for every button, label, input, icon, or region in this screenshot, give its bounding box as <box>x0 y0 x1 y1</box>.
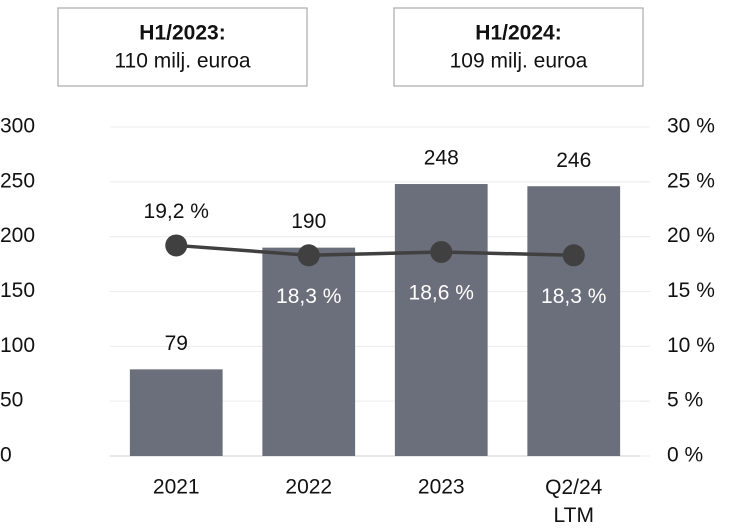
x-tick-label: 2022 <box>285 476 332 499</box>
y2-tick-label: 30 % <box>667 115 715 138</box>
bar <box>527 186 621 456</box>
line-value-label: 19,2 % <box>144 200 209 223</box>
y2-tick-label: 15 % <box>667 279 715 302</box>
bar-value-label: 79 <box>165 332 188 355</box>
bar-value-label: 248 <box>424 147 459 170</box>
y-tick-label: 200 <box>0 224 35 247</box>
line <box>176 243 574 258</box>
bar-value-label: 246 <box>556 149 591 172</box>
y2-tick-label: 10 % <box>667 334 715 357</box>
annotation-text: 109 milj. euroa <box>450 50 588 73</box>
bar <box>129 369 223 456</box>
bar <box>262 247 356 456</box>
y-tick-label: 100 <box>0 334 35 357</box>
x-tick-label: 2023 <box>418 476 465 499</box>
y-tick-label: 0 <box>0 444 12 467</box>
annotation-box <box>393 7 644 87</box>
y-tick-label: 250 <box>0 169 35 192</box>
y-tick-label: 50 <box>0 389 23 412</box>
y-tick-label: 150 <box>0 279 35 302</box>
bar-value-label: 190 <box>291 210 326 233</box>
line-point <box>165 234 188 257</box>
line-point <box>562 244 585 267</box>
annotation-box <box>57 7 308 87</box>
annotation-text: 110 milj. euroa <box>114 50 251 73</box>
bar <box>394 184 488 456</box>
annotation-title: H1/2024: <box>475 22 561 45</box>
y2-tick-label: 20 % <box>667 224 715 247</box>
line-value-label: 18,3 % <box>541 285 606 308</box>
annotation-title: H1/2023: <box>139 22 225 45</box>
line-point <box>297 244 320 267</box>
line-point <box>430 241 453 264</box>
line-value-label: 18,3 % <box>276 285 341 308</box>
x-tick-label: 2021 <box>153 476 200 499</box>
x-tick-label: Q2/24 LTM <box>545 476 603 527</box>
y2-tick-label: 0 % <box>667 444 703 467</box>
line-value-label: 18,6 % <box>409 282 474 305</box>
y-tick-label: 300 <box>0 115 35 138</box>
y2-tick-label: 25 % <box>667 169 715 192</box>
y2-tick-label: 5 % <box>667 389 703 412</box>
